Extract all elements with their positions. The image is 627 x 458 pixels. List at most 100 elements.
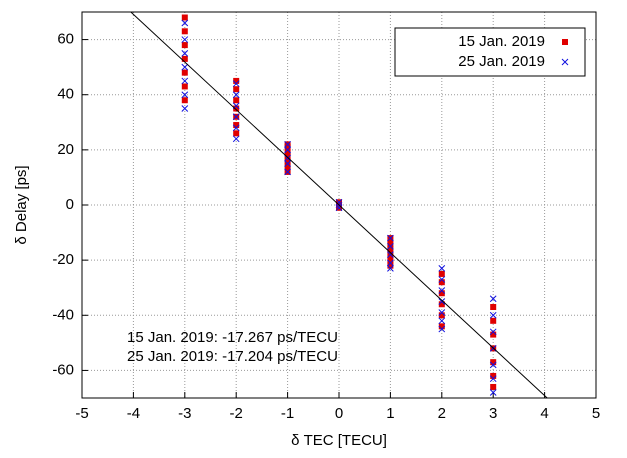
data-point [438, 279, 445, 286]
data-point [438, 290, 445, 297]
data-point [490, 383, 497, 390]
data-point [490, 359, 497, 366]
data-point [335, 204, 343, 212]
data-point [387, 240, 394, 247]
data-point [489, 295, 497, 303]
data-point [284, 160, 291, 167]
data-point [284, 163, 291, 170]
data-point [181, 91, 189, 99]
y-tick-label: -20 [52, 251, 74, 268]
legend-marker [562, 39, 568, 45]
data-point [438, 317, 446, 325]
data-point [232, 91, 240, 99]
data-point [489, 375, 497, 383]
data-point [233, 105, 240, 112]
y-tick-label: -60 [52, 361, 74, 378]
data-point [438, 309, 446, 316]
plot-frame [81, 11, 597, 399]
data-point [181, 105, 189, 112]
data-point [233, 97, 240, 104]
data-point [387, 243, 394, 250]
data-point [387, 257, 394, 264]
data-point [489, 361, 497, 369]
x-tick-label: 0 [335, 405, 343, 422]
y-tick-label: -40 [52, 306, 74, 323]
y-tick-label: 0 [66, 196, 74, 213]
legend-label: 25 Jan. 2019 [458, 53, 545, 70]
data-point [387, 246, 394, 253]
data-point [233, 86, 240, 93]
data-point [181, 28, 188, 35]
data-point [233, 130, 240, 137]
data-point [233, 77, 240, 84]
x-tick-label: 5 [592, 405, 600, 422]
x-tick-label: 2 [438, 405, 446, 422]
y-axis-label: δ Delay [ps] [13, 165, 30, 244]
data-point [387, 265, 394, 272]
data-point [335, 198, 343, 206]
x-tick-label: 4 [540, 405, 548, 422]
data-point [438, 323, 445, 330]
y-tick-label: 40 [57, 86, 74, 103]
data-point [284, 157, 291, 164]
legend-label: 15 Jan. 2019 [458, 33, 545, 50]
data-point [181, 69, 188, 76]
x-axis-label: δ TEC [TECU] [291, 432, 387, 449]
data-point [387, 262, 394, 269]
data-point [490, 331, 497, 338]
x-tick-label: -5 [75, 405, 88, 422]
data-point [438, 265, 446, 272]
data-point [438, 276, 446, 283]
data-point [181, 97, 188, 104]
data-point [489, 311, 497, 319]
data-point [284, 146, 291, 154]
data-point [489, 328, 497, 336]
data-point [438, 301, 445, 308]
data-point [284, 149, 291, 156]
data-point [181, 50, 189, 57]
fit-line [130, 12, 548, 398]
data-point [387, 259, 394, 267]
legend-box [394, 27, 586, 77]
data-point [438, 298, 446, 305]
data-point [438, 312, 445, 319]
data-point [232, 113, 240, 121]
plot-area [130, 12, 548, 398]
data-point [438, 287, 446, 294]
data-point [232, 124, 240, 132]
data-point [489, 389, 497, 396]
annotation: 25 Jan. 2019: -17.204 ps/TECU [127, 348, 338, 365]
data-point [181, 77, 189, 85]
data-point [181, 55, 188, 62]
data-point [181, 36, 189, 43]
data-point [490, 304, 497, 311]
data-point [181, 42, 188, 49]
data-point [490, 317, 497, 324]
data-point [387, 234, 394, 242]
y-tick-label: 20 [57, 141, 74, 158]
data-point [438, 325, 446, 333]
data-point [232, 80, 240, 88]
data-point [387, 251, 394, 258]
legend-marker [561, 58, 569, 66]
x-tick-label: -4 [127, 405, 140, 422]
x-tick-label: -2 [230, 405, 243, 422]
data-point [181, 83, 188, 90]
x-tick-label: 1 [386, 405, 394, 422]
y-tick-label: 60 [57, 31, 74, 48]
x-tick-label: 3 [489, 405, 497, 422]
data-point [181, 63, 189, 71]
annotation: 15 Jan. 2019: -17.267 ps/TECU [127, 329, 338, 346]
x-tick-label: -1 [281, 405, 294, 422]
x-tick-label: -3 [178, 405, 191, 422]
data-point [233, 122, 240, 129]
data-point [284, 140, 291, 148]
data-point [490, 372, 497, 379]
data-point [438, 270, 445, 277]
data-point [284, 168, 291, 176]
data-point [181, 14, 188, 21]
data-point [232, 135, 240, 143]
data-point [181, 19, 189, 27]
